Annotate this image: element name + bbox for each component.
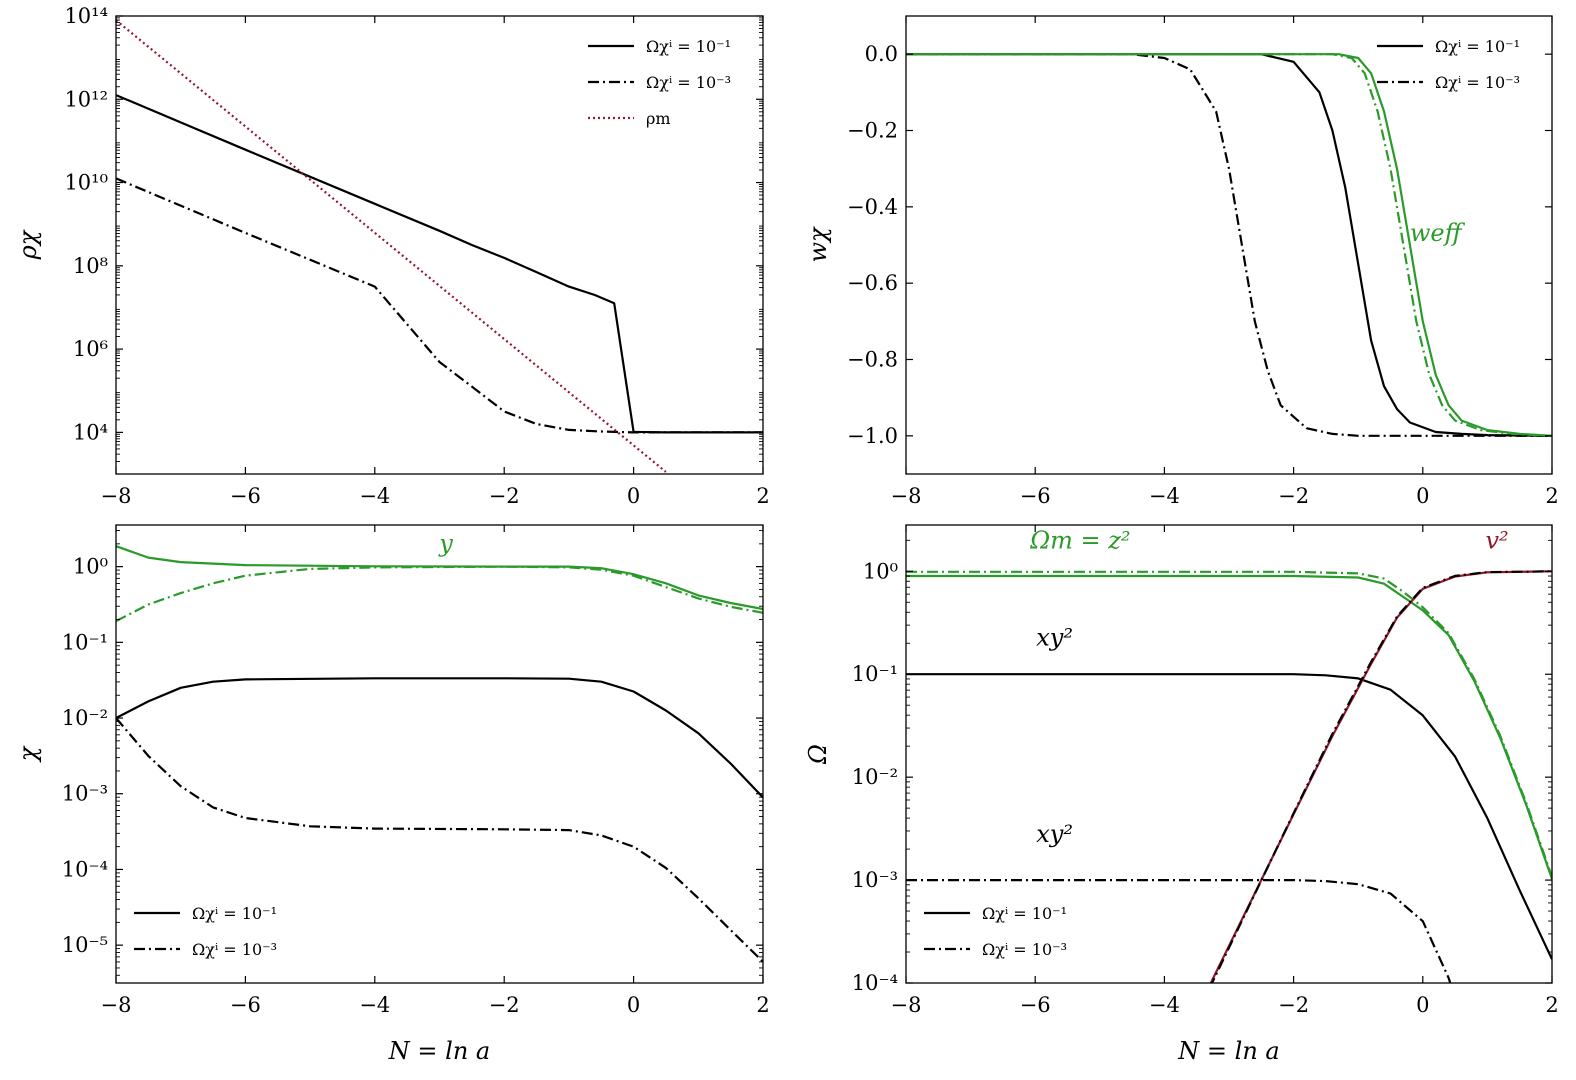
panel-chi: −8 −6 −4 −2 0 2 10⁰ 10⁻¹ 10⁻² 10⁻³ 10⁻⁴ 10⁻⁵ χ N = ln… bbox=[14, 524, 770, 1065]
panel-omega: −8 −6 −4 −2 0 2 10⁰ 10⁻¹ 10⁻² 10⁻³ 10⁻⁴ Ω N = ln a Ωχ… bbox=[804, 524, 1559, 1065]
x-tick-label-rho-0: −8 bbox=[101, 484, 132, 508]
series-omega-1 bbox=[906, 574, 1552, 880]
y-tick-label-w-5: −1.0 bbox=[847, 424, 898, 448]
series-rho-2 bbox=[116, 19, 667, 473]
series-omega-4 bbox=[1209, 570, 1552, 983]
x-tick-label-w-1: −6 bbox=[1020, 484, 1051, 508]
x-tick-label-chi-3: −2 bbox=[489, 993, 520, 1017]
x-tick-label-omega-5: 2 bbox=[1545, 993, 1558, 1017]
y-axis-label-omega: Ω bbox=[804, 744, 832, 765]
x-tick-label-chi-4: 0 bbox=[627, 993, 640, 1017]
series-rho-0 bbox=[116, 94, 763, 434]
series-omega-5 bbox=[1210, 570, 1552, 983]
y-tick-label-rho-0: 10⁴ bbox=[73, 420, 108, 444]
y-tick-label-rho-5: 10¹⁴ bbox=[64, 4, 108, 28]
legend-label-w-0: Ωχⁱ = 10⁻¹ bbox=[1435, 37, 1520, 56]
series-chi-3 bbox=[116, 717, 763, 963]
series-w-0 bbox=[906, 53, 1552, 437]
y-tick-label-chi-3: 10⁻³ bbox=[62, 782, 108, 806]
series-omega-3 bbox=[906, 879, 1452, 983]
legend-rho: Ωχⁱ = 10⁻¹ Ωχⁱ = 10⁻³ ρm bbox=[588, 37, 731, 128]
legend-label-rho-0: Ωχⁱ = 10⁻¹ bbox=[646, 37, 731, 56]
y-tick-label-omega-4: 10⁻⁴ bbox=[852, 971, 898, 995]
series-omega-0 bbox=[906, 570, 1552, 878]
panel-rho: −8 −6 −4 −2 0 2 10⁴ 10⁶ 10⁸ 10¹⁰ 10¹² 10¹⁴ ρχ Ωχⁱ = 1… bbox=[14, 4, 770, 508]
x-tick-label-w-5: 2 bbox=[1545, 484, 1558, 508]
y-axis-label-chi: χ bbox=[14, 745, 42, 763]
x-axis-label-chi: N = ln a bbox=[388, 1037, 490, 1065]
y-tick-label-w-2: −0.4 bbox=[847, 195, 898, 219]
series-w-2 bbox=[906, 53, 1552, 437]
y-tick-label-rho-2: 10⁸ bbox=[73, 254, 108, 278]
axes-frame-chi bbox=[115, 524, 764, 984]
series-chi-0 bbox=[116, 545, 763, 611]
y-tick-label-rho-1: 10⁶ bbox=[73, 337, 108, 361]
series-w-3 bbox=[906, 53, 1552, 437]
x-tick-label-rho-5: 2 bbox=[756, 484, 769, 508]
series-chi-1 bbox=[116, 565, 763, 623]
axes-frame-omega bbox=[905, 524, 1553, 984]
y-tick-label-w-4: −0.8 bbox=[847, 348, 898, 372]
x-axis-label-omega: N = ln a bbox=[1177, 1037, 1279, 1065]
y-tick-label-omega-1: 10⁻¹ bbox=[852, 662, 898, 686]
x-tick-label-rho-4: 0 bbox=[627, 484, 640, 508]
x-tick-label-w-3: −2 bbox=[1278, 484, 1309, 508]
annotation-omega-2: xy² bbox=[1036, 623, 1073, 651]
legend-label-rho-2: ρm bbox=[646, 109, 671, 128]
y-tick-label-chi-2: 10⁻² bbox=[62, 706, 108, 730]
y-axis-label-rho: ρχ bbox=[14, 229, 42, 260]
x-tick-label-rho-1: −6 bbox=[230, 484, 261, 508]
series-chi-2 bbox=[116, 677, 763, 799]
x-tick-label-omega-4: 0 bbox=[1416, 993, 1429, 1017]
x-tick-label-chi-0: −8 bbox=[101, 993, 132, 1017]
x-tick-label-w-4: 0 bbox=[1416, 484, 1429, 508]
x-tick-label-w-0: −8 bbox=[891, 484, 922, 508]
annotation-omega-1: v² bbox=[1485, 527, 1508, 555]
x-tick-label-chi-2: −4 bbox=[359, 993, 390, 1017]
annotation-w-0: weff bbox=[1410, 219, 1466, 247]
legend-w: Ωχⁱ = 10⁻¹ Ωχⁱ = 10⁻³ bbox=[1377, 37, 1520, 92]
x-tick-label-omega-1: −6 bbox=[1020, 993, 1051, 1017]
y-tick-label-omega-2: 10⁻² bbox=[852, 765, 898, 789]
annotation-chi-0: y bbox=[438, 529, 453, 557]
y-tick-label-chi-4: 10⁻⁴ bbox=[62, 857, 108, 881]
x-tick-label-rho-3: −2 bbox=[489, 484, 520, 508]
x-tick-label-w-2: −4 bbox=[1149, 484, 1180, 508]
series-w-1 bbox=[906, 53, 1552, 437]
x-tick-label-omega-0: −8 bbox=[891, 993, 922, 1017]
y-tick-label-omega-3: 10⁻³ bbox=[852, 868, 898, 892]
annotation-omega-3: xy² bbox=[1036, 820, 1073, 848]
axes-frame-rho bbox=[115, 15, 764, 475]
legend-label-w-1: Ωχⁱ = 10⁻³ bbox=[1435, 73, 1520, 92]
y-tick-label-w-0: 0.0 bbox=[865, 42, 898, 66]
legend-label-chi-0: Ωχⁱ = 10⁻¹ bbox=[192, 904, 277, 923]
y-tick-label-w-3: −0.6 bbox=[847, 271, 898, 295]
y-axis-label-w: wχ bbox=[804, 226, 832, 263]
x-tick-label-omega-3: −2 bbox=[1278, 993, 1309, 1017]
legend-label-omega-1: Ωχⁱ = 10⁻³ bbox=[982, 940, 1067, 959]
axes-frame-w bbox=[905, 15, 1553, 475]
panels: −8 −6 −4 −2 0 2 10⁴ 10⁶ 10⁸ 10¹⁰ 10¹² 10¹⁴ ρχ Ωχⁱ = 1… bbox=[14, 4, 1559, 1065]
y-tick-label-chi-5: 10⁻⁵ bbox=[62, 933, 108, 957]
legend-chi: Ωχⁱ = 10⁻¹ Ωχⁱ = 10⁻³ bbox=[134, 904, 277, 959]
y-tick-label-chi-0: 10⁰ bbox=[73, 555, 108, 579]
legend-label-rho-1: Ωχⁱ = 10⁻³ bbox=[646, 73, 731, 92]
y-tick-label-omega-0: 10⁰ bbox=[863, 559, 898, 583]
x-tick-label-omega-2: −4 bbox=[1149, 993, 1180, 1017]
x-tick-label-chi-1: −6 bbox=[230, 993, 261, 1017]
series-omega-2 bbox=[906, 673, 1552, 960]
y-tick-label-chi-1: 10⁻¹ bbox=[62, 630, 108, 654]
legend-label-omega-0: Ωχⁱ = 10⁻¹ bbox=[982, 904, 1067, 923]
y-tick-label-rho-3: 10¹⁰ bbox=[64, 171, 108, 195]
x-tick-label-rho-2: −4 bbox=[359, 484, 390, 508]
y-tick-label-w-1: −0.2 bbox=[847, 119, 898, 143]
y-tick-label-rho-4: 10¹² bbox=[64, 87, 108, 111]
legend-omega: Ωχⁱ = 10⁻¹ Ωχⁱ = 10⁻³ bbox=[924, 904, 1067, 959]
panel-w: −8 −6 −4 −2 0 2 0.0 −0.2 −0.4 −0.6 −0.8 −1.0 wχ Ωχⁱ =… bbox=[804, 15, 1559, 508]
x-tick-label-chi-5: 2 bbox=[756, 993, 769, 1017]
series-rho-1 bbox=[116, 177, 763, 434]
legend-label-chi-1: Ωχⁱ = 10⁻³ bbox=[192, 940, 277, 959]
annotation-omega-0: Ωm = z² bbox=[1029, 527, 1130, 555]
